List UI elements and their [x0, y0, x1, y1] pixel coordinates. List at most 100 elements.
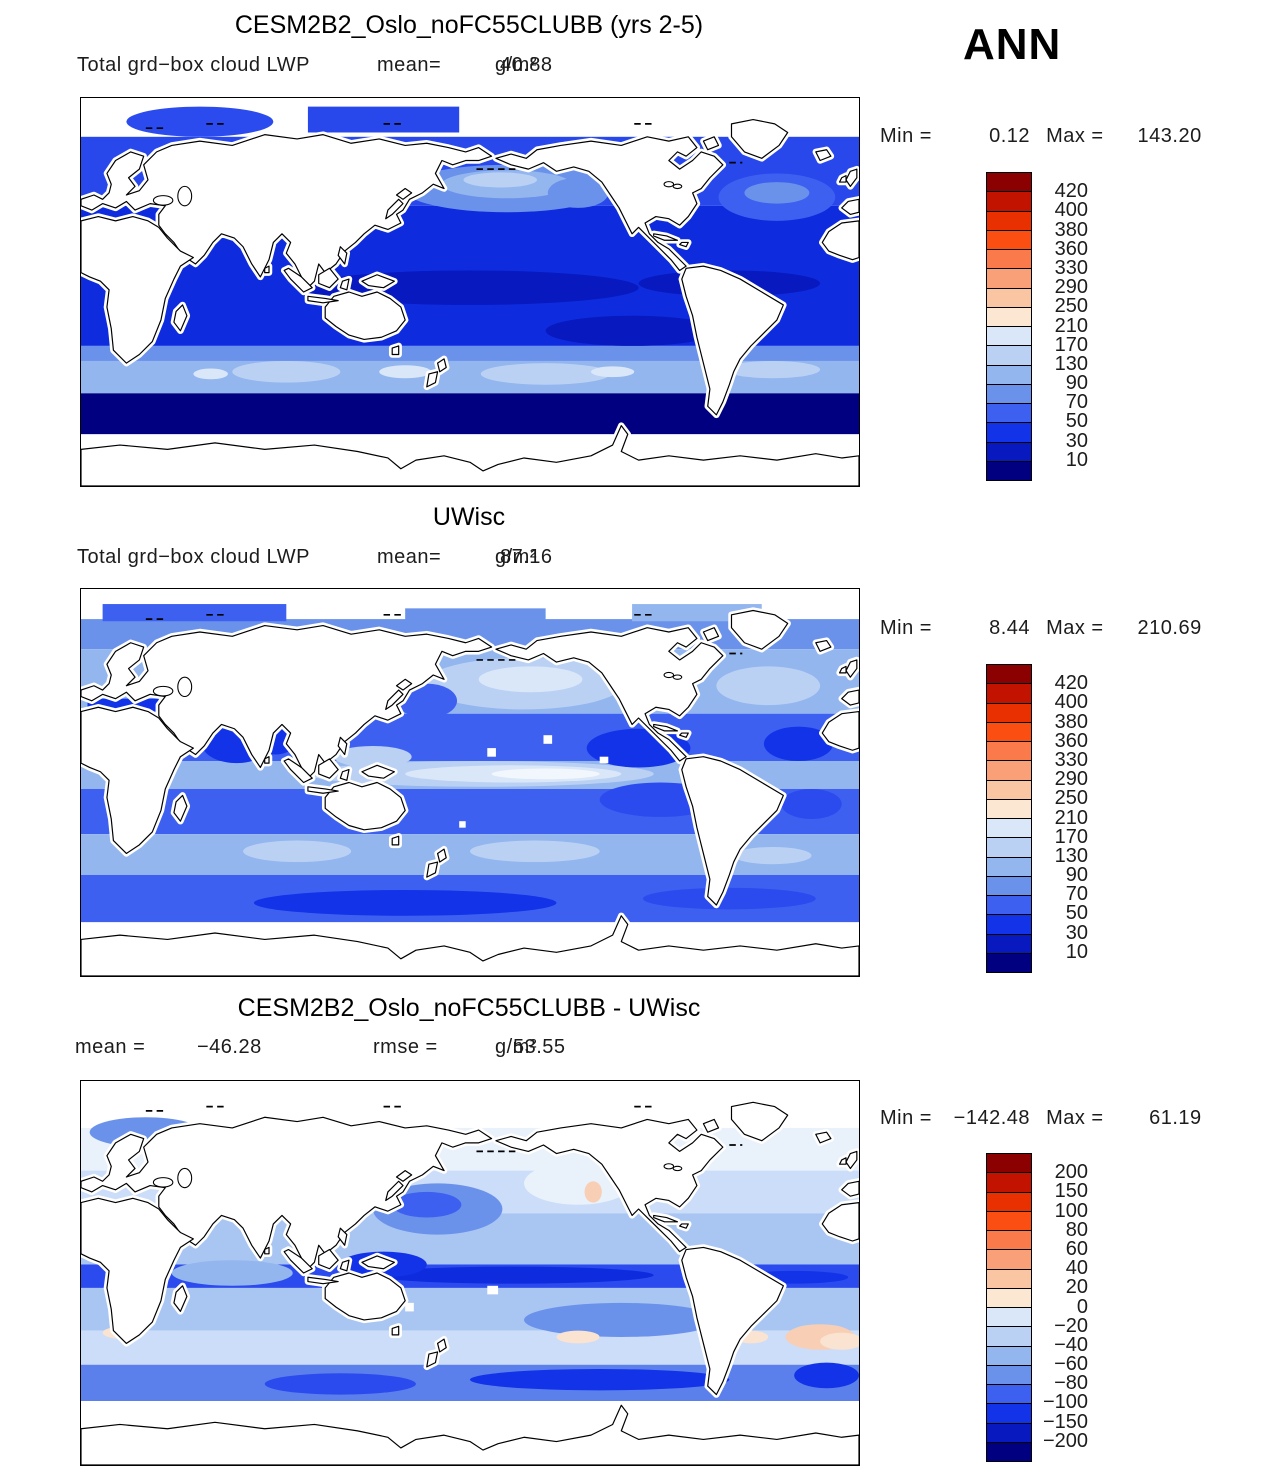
season-label: ANN [963, 20, 1062, 69]
colorbar-cell [987, 383, 1031, 403]
subtitle-text: 40.88 [500, 54, 553, 76]
colorbar-cell [987, 1230, 1031, 1250]
colorbar-cell [987, 1345, 1031, 1365]
minmax-diff: Min = −142.48 Max = 61.19 [880, 1107, 1282, 1130]
max-value: 61.19 [1149, 1107, 1202, 1129]
colorbar-cell [987, 268, 1031, 288]
colorbar-uwisc [986, 664, 1032, 973]
max-value: 210.69 [1137, 617, 1202, 639]
colorbar-tick-label: 70 [1065, 391, 1088, 414]
colorbar-cell [987, 210, 1031, 230]
colorbar-tick-label: 70 [1065, 883, 1088, 906]
colorbar-cell [987, 914, 1031, 934]
colorbar-tick-label: 90 [1065, 864, 1088, 887]
colorbar-tick-label: 10 [1065, 448, 1088, 471]
subtitle-text: mean= [377, 54, 442, 76]
min-label: Min = [880, 617, 932, 639]
subtitle-text: g/m² [495, 54, 537, 76]
colorbar-tick-label: 50 [1065, 902, 1088, 925]
colorbar-tick-label: 360 [1054, 237, 1088, 260]
colorbar-tick-label: 30 [1065, 921, 1088, 944]
colorbar-tick-label: 10 [1065, 940, 1088, 963]
colorbar-cell [987, 1307, 1031, 1327]
subtitle-text: mean = [75, 1036, 146, 1058]
colorbar-tick-label: 130 [1054, 352, 1088, 375]
colorbar-cell [987, 1422, 1031, 1442]
panel-title-uwisc: UWisc [432, 503, 506, 531]
colorbar-tick-label: 400 [1054, 691, 1088, 714]
colorbar-cell [987, 1287, 1031, 1307]
subtitle-row-cesm: Total grd−box cloud LWP mean= 40.88 g/m² [0, 54, 960, 82]
colorbar-cell [987, 875, 1031, 895]
colorbar-cell [987, 837, 1031, 857]
colorbar-tick-label: 80 [1065, 1218, 1088, 1241]
colorbar-cell [987, 779, 1031, 799]
colorbar-tick-label: 360 [1054, 729, 1088, 752]
colorbar-cell [987, 345, 1031, 365]
colorbar-tick-label: 210 [1054, 314, 1088, 337]
colorbar-tick-label: −40 [1054, 1333, 1088, 1356]
colorbar-cell [987, 364, 1031, 384]
colorbar-cell [987, 287, 1031, 307]
colorbar-tick-label: −200 [1042, 1429, 1088, 1452]
subtitle-text: −46.28 [197, 1036, 262, 1058]
min-value: 0.12 [989, 125, 1031, 147]
colorbar-cell [987, 173, 1031, 192]
panel-title-diff: CESM2B2_Oslo_noFC55CLUBB - UWisc [237, 994, 701, 1022]
colorbar-cell [987, 1384, 1031, 1404]
colorbar-tick-label: −20 [1054, 1314, 1088, 1337]
colorbar-cell [987, 460, 1031, 480]
subtitle-text: mean= [377, 546, 442, 568]
subtitle-text: rmse = [373, 1036, 438, 1058]
colorbar-cell [987, 1364, 1031, 1384]
min-label: Min = [880, 1107, 932, 1129]
colorbar-tick-label: 40 [1065, 1257, 1088, 1280]
colorbar-tick-label: 150 [1054, 1180, 1088, 1203]
minmax-uwisc: Min = 8.44 Max = 210.69 [880, 617, 1282, 640]
colorbar-cell [987, 856, 1031, 876]
colorbar-tick-label: 420 [1054, 672, 1088, 695]
subtitle-row-diff: mean = −46.28 rmse = 53.55 g/m² [0, 1036, 960, 1064]
colorbar-tick-label: 60 [1065, 1237, 1088, 1260]
colorbar-cell [987, 441, 1031, 461]
colorbar-cell [987, 933, 1031, 953]
colorbar-cell [987, 683, 1031, 703]
colorbar-tick-label: 20 [1065, 1276, 1088, 1299]
subtitle-text: Total grd−box cloud LWP [77, 54, 310, 76]
colorbar-ticks-uwisc: 420 400 380 360 330 290 250 210 170 130 90 70 50 30 10 [1040, 664, 1088, 971]
colorbar-tick-label: 400 [1054, 199, 1088, 222]
colorbar-cell [987, 952, 1031, 972]
colorbar-cell [987, 1249, 1031, 1269]
colorbar-cell [987, 818, 1031, 838]
colorbar-tick-label: 170 [1054, 333, 1088, 356]
colorbar-tick-label: 290 [1054, 768, 1088, 791]
max-value: 143.20 [1137, 125, 1202, 147]
colorbar-tick-label: 380 [1054, 710, 1088, 733]
colorbar-cell [987, 1268, 1031, 1288]
colorbar-tick-label: 330 [1054, 748, 1088, 771]
min-label: Min = [880, 125, 932, 147]
colorbar-cell [987, 1441, 1031, 1461]
world-map-diff [81, 1081, 859, 1465]
colorbar-tick-label: 90 [1065, 372, 1088, 395]
map-diff [80, 1080, 860, 1466]
colorbar-cell [987, 249, 1031, 269]
colorbar-tick-label: 380 [1054, 218, 1088, 241]
colorbar-tick-label: 200 [1054, 1161, 1088, 1184]
colorbar-cell [987, 229, 1031, 249]
colorbar-tick-label: 130 [1054, 844, 1088, 867]
subtitle-text: 53.55 [513, 1036, 566, 1058]
colorbar-ticks-diff: 200 150 100 80 60 40 20 0 −20 −40 −60 −80 −100 −150 −2… [1040, 1153, 1088, 1460]
colorbar-tick-label: 420 [1054, 180, 1088, 203]
colorbar-cell [987, 1191, 1031, 1211]
colorbar-tick-label: 0 [1076, 1295, 1088, 1318]
max-label: Max = [1046, 1107, 1104, 1129]
max-label: Max = [1046, 617, 1104, 639]
colorbar-tick-label: 100 [1054, 1199, 1088, 1222]
minmax-cesm: Min = 0.12 Max = 143.20 [880, 125, 1282, 148]
subtitle-text: g/m² [495, 1036, 537, 1058]
colorbar-cell [987, 702, 1031, 722]
colorbar-tick-label: −150 [1042, 1410, 1088, 1433]
map-uwisc [80, 588, 860, 977]
